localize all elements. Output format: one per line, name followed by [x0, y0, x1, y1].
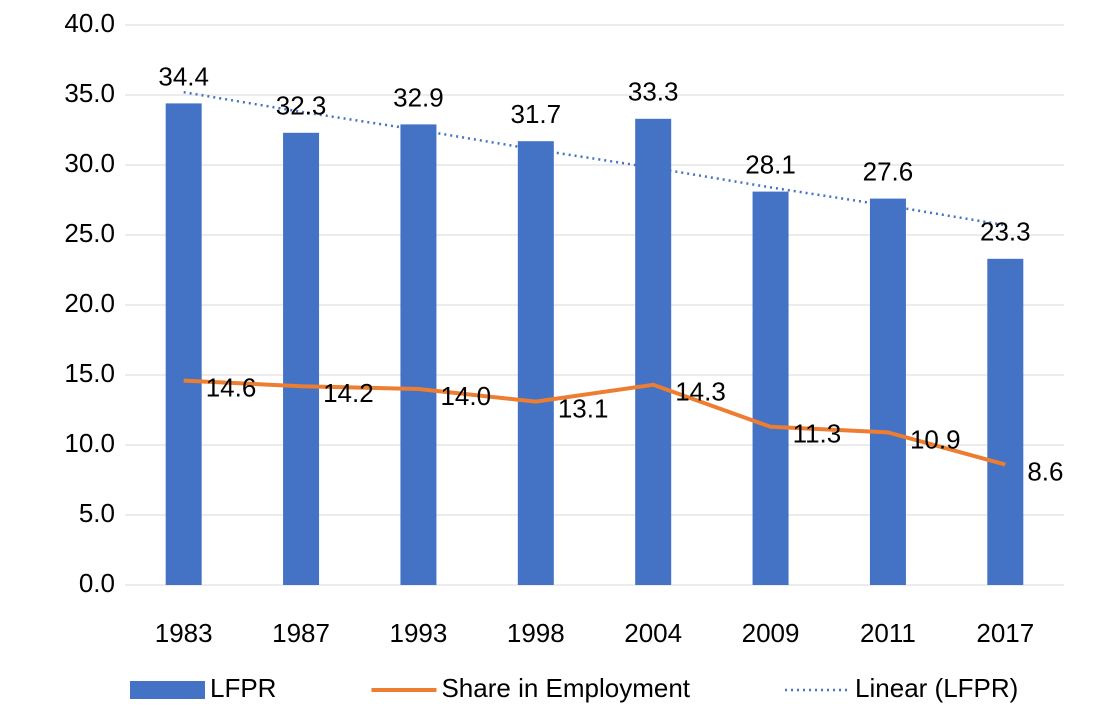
bar [635, 118, 672, 586]
bar [400, 124, 437, 586]
x-tick-label: 1993 [390, 618, 448, 648]
data-label: 32.9 [393, 82, 444, 112]
data-label: 27.6 [863, 156, 914, 186]
bar [283, 132, 320, 586]
bar [517, 141, 554, 585]
data-label: 28.1 [745, 149, 796, 179]
data-label: 14.2 [323, 378, 374, 408]
data-label: 14.3 [675, 377, 726, 407]
trend-line [183, 90, 1006, 227]
y-tick-label: 15.0 [64, 358, 115, 388]
legend-label: Share in Employment [441, 673, 690, 703]
y-tick-label: 40.0 [64, 8, 115, 38]
bar [165, 103, 202, 586]
y-tick-label: 20.0 [64, 288, 115, 318]
bar [752, 191, 789, 585]
bar [987, 258, 1024, 585]
y-tick-label: 5.0 [79, 498, 115, 528]
y-tick-label: 0.0 [79, 568, 115, 598]
x-tick-label: 1987 [272, 618, 330, 648]
data-label: 32.3 [276, 91, 327, 121]
legend-label: Linear (LFPR) [855, 673, 1018, 703]
line [183, 378, 1006, 467]
y-tick-label: 30.0 [64, 148, 115, 178]
bar [869, 198, 906, 585]
legend-label: LFPR [210, 673, 276, 703]
data-label: 11.3 [793, 419, 842, 449]
data-label: 10.9 [910, 424, 961, 454]
x-tick-label: 2017 [976, 618, 1034, 648]
legend-swatch [130, 681, 205, 699]
y-tick-label: 35.0 [64, 78, 115, 108]
x-tick-label: 1998 [507, 618, 565, 648]
y-tick-label: 10.0 [64, 428, 115, 458]
data-label: 13.1 [558, 393, 609, 423]
x-tick-label: 2009 [742, 618, 800, 648]
y-tick-label: 25.0 [64, 218, 115, 248]
x-tick-label: 2004 [624, 618, 682, 648]
data-label: 34.4 [158, 61, 209, 91]
data-label: 14.0 [440, 381, 491, 411]
data-label: 23.3 [980, 217, 1031, 247]
data-label: 31.7 [511, 99, 562, 129]
x-tick-label: 2011 [860, 618, 916, 648]
x-tick-label: 1983 [155, 618, 213, 648]
data-label: 33.3 [628, 77, 679, 107]
data-label: 14.6 [206, 372, 257, 402]
data-label: 8.6 [1027, 456, 1063, 486]
